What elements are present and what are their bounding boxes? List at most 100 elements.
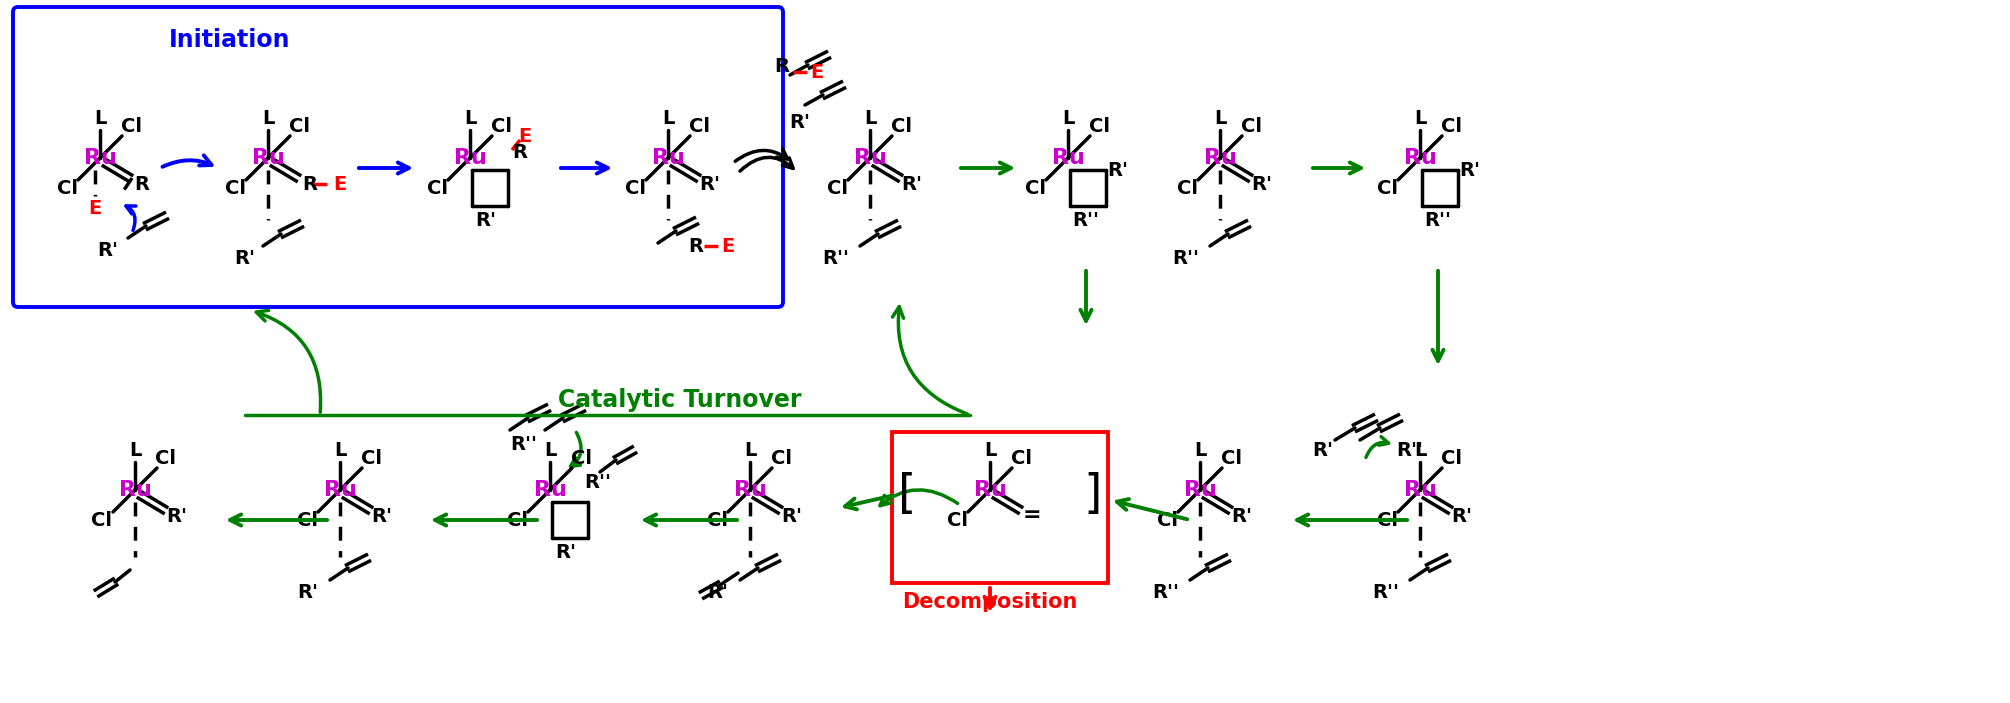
Text: Ru: Ru [454,148,486,168]
Text: L: L [1061,110,1073,129]
Text: R'': R'' [1397,441,1423,460]
Text: Ru: Ru [854,148,886,168]
Text: R': R' [902,174,923,193]
Text: Decomposition: Decomposition [902,592,1077,612]
Text: Cl: Cl [706,512,728,531]
Text: E: E [88,198,103,217]
FancyArrowPatch shape [736,149,788,161]
Text: R': R' [297,583,318,602]
Text: R': R' [476,210,496,229]
Text: R'': R'' [1073,210,1099,229]
Text: R': R' [1313,441,1333,460]
FancyArrowPatch shape [257,311,322,412]
Text: R': R' [708,583,728,602]
Text: L: L [1214,110,1226,129]
Text: Ru: Ru [533,480,567,500]
Text: R'': R'' [511,435,537,455]
FancyArrowPatch shape [880,490,957,505]
Text: Ru: Ru [1403,148,1437,168]
Text: Cl: Cl [947,512,967,531]
Text: ]: ] [1083,472,1101,517]
Text: Cl: Cl [1011,449,1031,468]
Text: Ru: Ru [734,480,766,500]
Text: Cl: Cl [289,117,310,136]
Text: E: E [722,236,734,255]
Text: Catalytic Turnover: Catalytic Turnover [559,388,802,412]
Text: Cl: Cl [360,449,382,468]
Text: R'': R'' [1152,583,1180,602]
Text: R': R' [235,250,255,269]
Text: Ru: Ru [1403,480,1437,500]
Text: Cl: Cl [770,449,792,468]
Text: Cl: Cl [571,449,591,468]
Text: Cl: Cl [1377,179,1397,198]
Text: Cl: Cl [426,179,448,198]
Text: Cl: Cl [1441,117,1461,136]
Text: R: R [689,236,704,255]
Text: R: R [135,176,149,195]
Text: Cl: Cl [56,179,78,198]
Text: Cl: Cl [490,117,511,136]
Text: Cl: Cl [92,512,113,531]
Text: Ru: Ru [119,480,151,500]
FancyArrowPatch shape [892,307,967,414]
Text: Cl: Cl [1156,512,1178,531]
Text: Cl: Cl [1025,179,1045,198]
Text: R': R' [555,543,577,562]
Text: Ru: Ru [1204,148,1236,168]
Text: Cl: Cl [297,512,318,531]
Text: L: L [545,441,557,460]
Text: Cl: Cl [1089,117,1110,136]
Text: R': R' [1252,174,1272,193]
Text: Ru: Ru [251,148,285,168]
FancyArrowPatch shape [740,157,794,171]
Text: Ru: Ru [324,480,356,500]
Text: Cl: Cl [625,179,645,198]
Text: R: R [774,58,790,77]
Text: R: R [302,174,318,193]
Text: L: L [983,441,997,460]
Text: R': R' [372,506,392,526]
Text: L: L [661,110,673,129]
FancyArrowPatch shape [127,206,137,231]
Text: R'': R'' [1425,210,1451,229]
Text: R': R' [782,506,802,526]
Text: L: L [744,441,756,460]
Text: Cl: Cl [1176,179,1198,198]
Text: L: L [1194,441,1206,460]
Text: L: L [129,441,141,460]
Text: Cl: Cl [890,117,911,136]
Text: Cl: Cl [1220,449,1242,468]
Text: Cl: Cl [689,117,710,136]
Text: Cl: Cl [1240,117,1262,136]
Text: L: L [464,110,476,129]
Text: E: E [334,174,346,193]
Text: Ru: Ru [973,480,1007,500]
FancyArrowPatch shape [1367,437,1389,458]
Text: Initiation: Initiation [169,28,291,52]
Text: L: L [1413,110,1427,129]
Text: R': R' [1108,160,1128,179]
Text: Cl: Cl [225,179,245,198]
Text: R': R' [699,174,720,193]
Text: R': R' [98,242,119,261]
Text: E: E [519,127,531,146]
Text: R': R' [1451,506,1473,526]
Text: R'': R'' [585,474,611,493]
Text: Ru: Ru [84,148,117,168]
Text: L: L [1413,441,1427,460]
Text: Cl: Cl [507,512,527,531]
Text: Cl: Cl [155,449,177,468]
Text: L: L [261,110,273,129]
Text: R': R' [1232,506,1252,526]
Text: R': R' [167,506,187,526]
Text: Cl: Cl [826,179,848,198]
Text: L: L [94,110,107,129]
Text: L: L [334,441,346,460]
Text: Ru: Ru [651,148,685,168]
Text: L: L [864,110,876,129]
Text: R'': R'' [822,250,850,269]
Text: R'': R'' [1172,250,1200,269]
Text: Ru: Ru [1184,480,1216,500]
Text: [: [ [898,472,917,517]
